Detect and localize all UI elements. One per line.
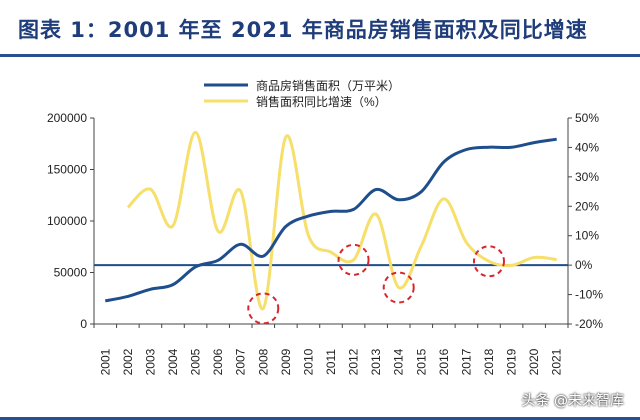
bottom-divider [0,417,640,420]
x-tick-label: 2005 [189,348,203,375]
highlight-circle [473,245,505,278]
x-tick-label: 2002 [121,348,135,375]
left-tick-label: 200000 [47,111,87,125]
x-tick-label: 2008 [256,348,270,375]
left-tick-label: 0 [80,317,87,331]
right-tick-label: -10% [575,288,603,302]
chart-axes: 0 50000 100000 150000 200000 -20% -10% 0% 10% 20%… [47,111,603,375]
x-tick-label: 2007 [234,348,248,375]
right-tick-label: 0% [575,258,593,272]
chart-area: 0 50000 100000 150000 200000 -20% -10% 0% 10% 20%… [47,78,603,375]
watermark: 头条 @未来智库 [521,393,624,409]
x-tick-label: 2015 [414,348,428,375]
highlight-circle [247,292,280,325]
x-tick-label: 2004 [166,348,180,375]
x-tick-label: 2019 [505,348,519,375]
sales-area-line [105,137,557,303]
x-tick-label: 2013 [369,348,383,375]
highlight-circle [337,243,370,276]
right-tick-label: 20% [575,199,599,213]
highlight-circle [382,271,415,304]
x-tick-label: 2006 [211,348,225,375]
chart-plot [94,130,568,325]
legend-label-area: 商品房销售面积（万平米） [256,78,400,93]
growth-rate-line [126,130,557,310]
x-tick-label: 2009 [279,348,293,375]
left-tick-label: 50000 [54,266,88,280]
title-bar: 图表 1：2001 年至 2021 年商品房销售面积及同比增速 [0,0,640,66]
right-tick-label: 30% [575,170,599,184]
x-tick-label: 2016 [437,348,451,375]
right-tick-label: -20% [575,317,603,331]
x-tick-label: 2001 [98,348,112,375]
x-tick-label: 2018 [482,348,496,375]
x-tick-label: 2017 [459,348,473,375]
x-tick-label: 2020 [527,348,541,375]
x-tick-label: 2010 [301,348,315,375]
title-divider [0,54,640,57]
chart-legend: 商品房销售面积（万平米）销售面积同比增速（%） [204,78,400,109]
x-tick-label: 2003 [143,348,157,375]
x-tick-label: 2021 [550,348,564,375]
right-tick-label: 40% [575,140,599,154]
right-tick-label: 50% [575,111,599,125]
right-tick-label: 10% [575,229,599,243]
left-tick-label: 150000 [47,163,87,177]
x-tick-label: 2014 [392,348,406,375]
x-tick-label: 2012 [347,348,361,375]
left-tick-label: 100000 [47,214,87,228]
x-tick-label: 2011 [324,349,338,375]
legend-label-growth: 销售面积同比增速（%） [256,94,387,109]
chart-title: 图表 1：2001 年至 2021 年商品房销售面积及同比增速 [18,18,588,42]
